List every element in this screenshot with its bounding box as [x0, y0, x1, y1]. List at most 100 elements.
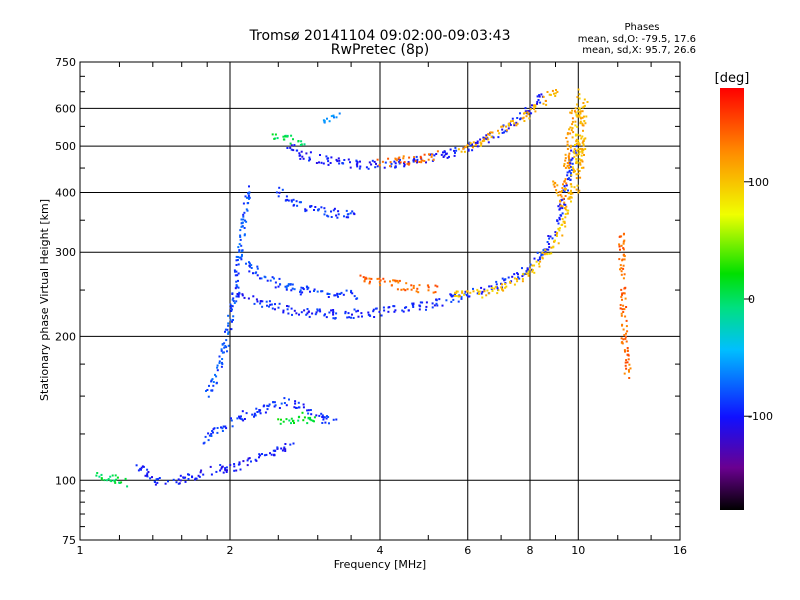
plot-border — [79, 61, 681, 541]
data-point — [272, 449, 275, 452]
data-point — [259, 302, 262, 305]
data-point — [287, 305, 290, 308]
data-point — [406, 288, 409, 291]
data-point — [256, 300, 259, 303]
x-tick-label: 6 — [464, 544, 471, 557]
data-point — [297, 416, 300, 419]
data-point — [471, 143, 473, 146]
data-point — [575, 158, 578, 161]
data-point — [541, 252, 544, 254]
data-point — [564, 207, 566, 210]
data-point — [323, 213, 326, 216]
data-point — [367, 167, 370, 170]
data-point — [416, 161, 418, 164]
data-point — [480, 286, 483, 289]
data-point — [292, 138, 294, 141]
data-point — [378, 164, 381, 167]
data-point — [245, 220, 248, 223]
data-point — [533, 271, 536, 274]
data-point — [227, 322, 230, 325]
data-point — [298, 154, 301, 157]
data-point — [226, 350, 228, 353]
data-point — [215, 470, 218, 473]
data-point — [287, 312, 290, 315]
data-point — [384, 161, 387, 164]
data-point — [370, 277, 373, 280]
data-point — [277, 306, 280, 309]
data-point — [337, 295, 339, 298]
data-point — [243, 211, 246, 214]
data-point — [309, 416, 312, 419]
data-point — [307, 412, 310, 415]
data-point — [553, 240, 556, 243]
data-point — [216, 427, 219, 429]
data-point — [553, 185, 556, 188]
data-point — [620, 295, 623, 298]
data-point — [513, 273, 516, 276]
data-point — [240, 244, 243, 247]
data-point — [465, 293, 468, 296]
data-point — [238, 291, 241, 294]
data-point — [304, 210, 307, 213]
data-point — [225, 471, 228, 473]
data-point — [579, 163, 582, 166]
y-tick-label: 200 — [55, 330, 76, 343]
data-point — [467, 295, 470, 298]
data-point — [332, 418, 335, 421]
data-point — [559, 207, 562, 210]
data-point — [330, 156, 333, 159]
data-point — [247, 457, 250, 460]
data-point — [427, 289, 430, 292]
data-point — [415, 155, 418, 158]
data-point — [227, 331, 230, 334]
data-point — [221, 363, 224, 365]
data-point — [112, 479, 115, 482]
data-point — [368, 282, 371, 285]
data-point — [531, 264, 534, 267]
data-point — [274, 449, 277, 452]
data-point — [620, 273, 623, 276]
data-point — [237, 263, 240, 266]
data-point — [358, 167, 361, 170]
data-point — [278, 277, 281, 280]
data-point — [326, 214, 329, 217]
data-point — [210, 473, 213, 476]
data-point — [550, 246, 553, 249]
data-point — [569, 146, 572, 149]
data-point — [306, 312, 309, 315]
data-point — [278, 302, 281, 305]
data-point — [383, 166, 386, 169]
plot-area — [80, 62, 680, 540]
data-point — [285, 286, 288, 289]
data-point — [423, 153, 426, 156]
data-point — [230, 417, 232, 420]
data-point — [565, 182, 568, 185]
data-point — [232, 315, 235, 318]
data-point — [264, 411, 267, 414]
data-point — [576, 96, 579, 99]
data-point — [146, 475, 149, 478]
data-point — [625, 306, 628, 308]
data-point — [254, 272, 257, 275]
data-point — [623, 239, 626, 242]
data-point — [434, 291, 437, 294]
data-point — [265, 300, 268, 303]
data-point — [237, 272, 240, 275]
data-point — [622, 240, 625, 243]
data-point — [507, 276, 510, 279]
data-point — [373, 316, 376, 318]
data-point — [583, 98, 586, 101]
data-point — [570, 149, 573, 152]
data-point — [293, 144, 296, 147]
data-point — [216, 369, 219, 372]
data-point — [516, 272, 519, 275]
data-point — [324, 313, 326, 316]
data-point — [277, 195, 280, 198]
data-point — [287, 199, 290, 202]
data-point — [577, 88, 580, 91]
data-point — [562, 183, 564, 186]
data-point — [504, 129, 507, 132]
data-point — [418, 161, 421, 163]
data-point — [571, 123, 574, 126]
data-point — [418, 304, 421, 307]
